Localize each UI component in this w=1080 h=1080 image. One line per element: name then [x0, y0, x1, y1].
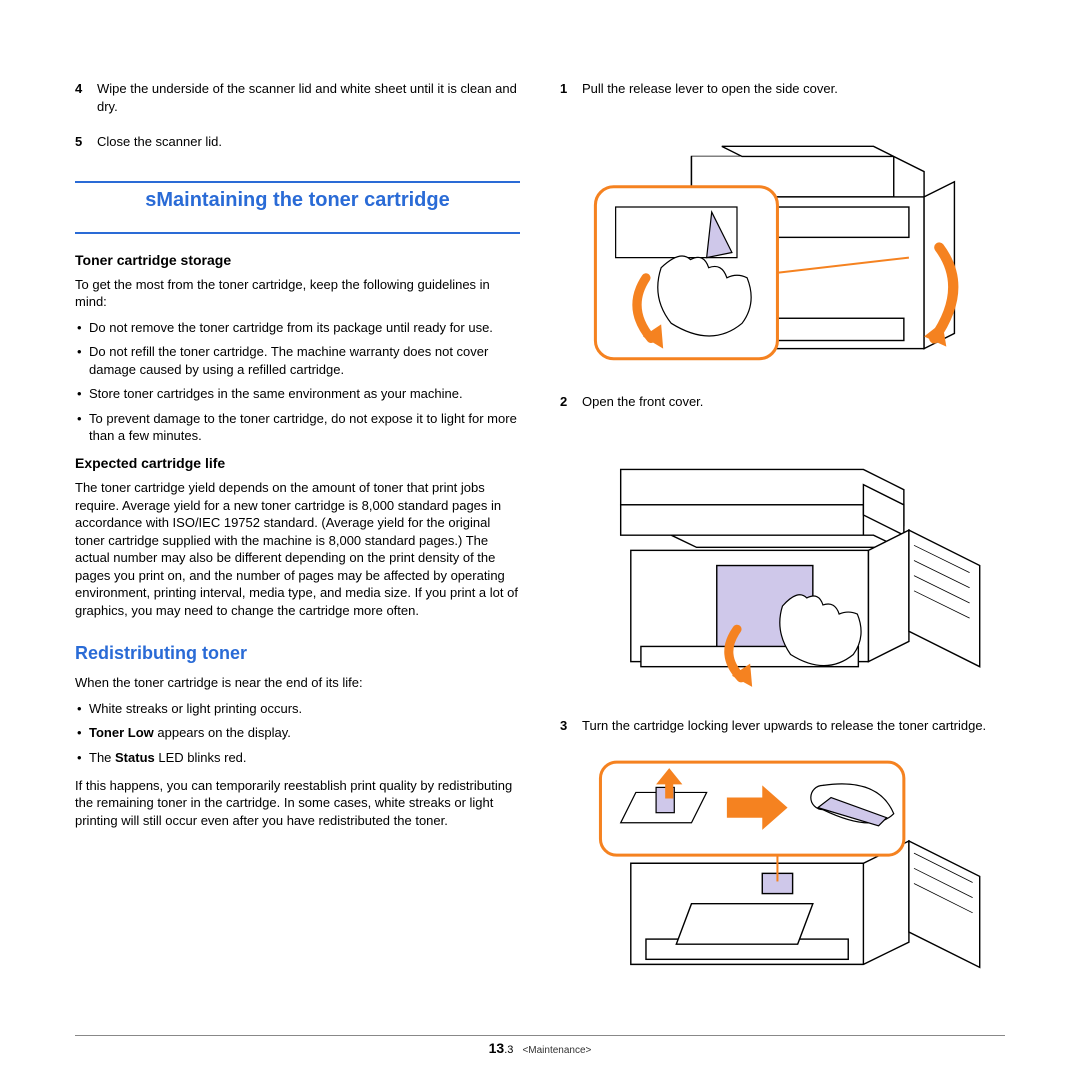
step-number: 1 — [560, 80, 582, 98]
text-before: The — [89, 750, 115, 765]
redis-after-para: If this happens, you can temporarily ree… — [75, 777, 520, 830]
section-heading-block: sMaintaining the toner cartridge — [75, 181, 520, 234]
step-number: 2 — [560, 393, 582, 411]
printer-front-cover-illustration — [560, 429, 1005, 692]
list-item: Store toner cartridges in the same envir… — [75, 385, 520, 403]
step-item: 2 Open the front cover. — [560, 393, 1005, 411]
list-item: Do not refill the toner cartridge. The m… — [75, 343, 520, 378]
step-item: 4 Wipe the underside of the scanner lid … — [75, 80, 520, 115]
figure-3 — [560, 752, 1005, 990]
step-text: Close the scanner lid. — [97, 133, 520, 151]
section-title: sMaintaining the toner cartridge — [75, 189, 520, 212]
life-paragraph: The toner cartridge yield depends on the… — [75, 479, 520, 619]
text-after: appears on the display. — [154, 725, 291, 740]
step-text: Wipe the underside of the scanner lid an… — [97, 80, 520, 115]
bold-text: Toner Low — [89, 725, 154, 740]
right-column: 1 Pull the release lever to open the sid… — [560, 80, 1005, 1010]
figure-1 — [560, 116, 1005, 374]
list-item: Toner Low appears on the display. — [75, 724, 520, 742]
two-column-layout: 4 Wipe the underside of the scanner lid … — [75, 80, 1005, 1010]
step-text: Open the front cover. — [582, 393, 1005, 411]
step-number: 3 — [560, 717, 582, 735]
storage-bullets: Do not remove the toner cartridge from i… — [75, 319, 520, 445]
step-number: 4 — [75, 80, 97, 115]
figure-2 — [560, 429, 1005, 697]
bold-text: Status — [115, 750, 155, 765]
left-column: 4 Wipe the underside of the scanner lid … — [75, 80, 520, 1010]
step-item: 3 Turn the cartridge locking lever upwar… — [560, 717, 1005, 735]
rule-top — [75, 181, 520, 183]
page-number-minor: .3 — [504, 1044, 513, 1056]
cartridge-lever-illustration — [560, 752, 1005, 985]
step-number: 5 — [75, 133, 97, 151]
rule-bottom — [75, 232, 520, 234]
step-item: 5 Close the scanner lid. — [75, 133, 520, 151]
storage-intro: To get the most from the toner cartridge… — [75, 276, 520, 311]
list-item: To prevent damage to the toner cartridge… — [75, 410, 520, 445]
list-item: White streaks or light printing occurs. — [75, 700, 520, 718]
subheading-storage: Toner cartridge storage — [75, 252, 520, 268]
footer-section: <Maintenance> — [522, 1045, 591, 1056]
list-item: The Status LED blinks red. — [75, 749, 520, 767]
printer-side-cover-illustration — [560, 116, 1005, 369]
text-after: LED blinks red. — [155, 750, 247, 765]
page-footer: 13.3 <Maintenance> — [75, 1035, 1005, 1056]
redis-intro: When the toner cartridge is near the end… — [75, 674, 520, 692]
manual-page: 4 Wipe the underside of the scanner lid … — [0, 0, 1080, 1080]
page-number-major: 13 — [489, 1040, 505, 1056]
subheading-life: Expected cartridge life — [75, 455, 520, 471]
redis-bullets: White streaks or light printing occurs. … — [75, 700, 520, 767]
step-text: Pull the release lever to open the side … — [582, 80, 1005, 98]
subsection-redistributing: Redistributing toner — [75, 643, 520, 664]
step-item: 1 Pull the release lever to open the sid… — [560, 80, 1005, 98]
step-text: Turn the cartridge locking lever upwards… — [582, 717, 1005, 735]
list-item: Do not remove the toner cartridge from i… — [75, 319, 520, 337]
